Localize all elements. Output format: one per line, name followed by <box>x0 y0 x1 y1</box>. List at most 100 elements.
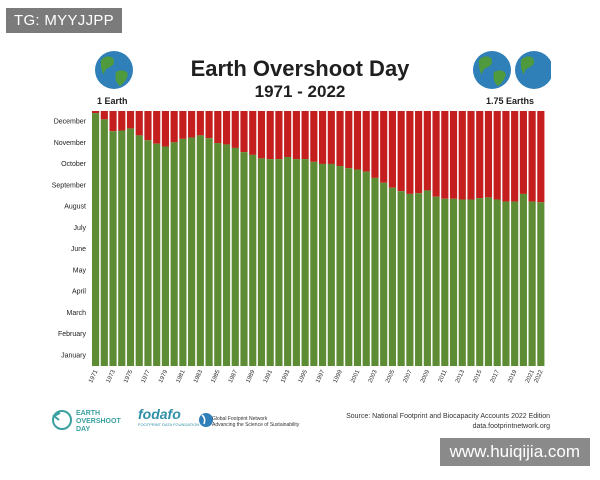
bar-red-1974 <box>118 111 126 131</box>
x-tick-label: 1989 <box>245 369 256 384</box>
bar-green-2006 <box>397 191 405 366</box>
bar-red-2001 <box>353 111 362 170</box>
bar-green-1990 <box>257 158 266 366</box>
bar-green-1996 <box>310 161 318 366</box>
y-tick-label: August <box>64 204 86 211</box>
bar-green-1999 <box>336 166 344 366</box>
bar-green-1997 <box>319 163 327 366</box>
bar-green-1984 <box>205 138 213 366</box>
bar-green-2012 <box>449 198 458 366</box>
y-tick-label: July <box>74 225 87 232</box>
bar-red-1989 <box>249 111 257 155</box>
bar-red-1972 <box>100 111 108 120</box>
bar-green-1978 <box>153 143 161 366</box>
x-tick-label: 2009 <box>420 369 431 384</box>
bar-green-1985 <box>214 143 222 366</box>
bar-green-1972 <box>100 119 108 366</box>
globe-icon <box>95 51 133 89</box>
bar-red-2017 <box>493 111 501 200</box>
bar-green-1977 <box>144 140 152 366</box>
bar-red-2015 <box>476 111 484 199</box>
bar-red-1973 <box>109 111 117 132</box>
bar-red-2005 <box>388 111 397 188</box>
bar-red-1998 <box>327 111 335 164</box>
globe-right-label: 1.75 Earths <box>486 96 535 106</box>
bar-green-2015 <box>476 198 484 366</box>
x-tick-label: 1987 <box>228 369 239 384</box>
bar-red-1992 <box>275 111 283 160</box>
earth-overshoot-day-logo-icon <box>52 410 72 430</box>
x-tick-label: 1993 <box>280 369 291 384</box>
gfn-logo-text: Global Footprint Network Advancing the S… <box>212 416 300 428</box>
global-footprint-network-logo-icon <box>199 413 213 427</box>
bar-red-2009 <box>423 111 431 191</box>
fodafo-subtitle: FOOTPRINT DATA FOUNDATION <box>138 422 200 427</box>
bar-green-2009 <box>423 190 431 366</box>
bar-green-1987 <box>231 147 239 366</box>
bar-red-1994 <box>292 111 300 160</box>
bar-red-1977 <box>144 111 152 141</box>
x-tick-label: 1995 <box>298 369 309 384</box>
x-tick-label: 1971 <box>88 369 99 384</box>
chart-subtitle: 1971 - 2022 <box>254 82 346 101</box>
bar-red-1997 <box>319 111 327 164</box>
watermark-bottom-right: www.huiqijia.com <box>439 438 590 466</box>
x-tick-label: 1997 <box>315 369 326 384</box>
bar-green-1981 <box>179 138 187 366</box>
x-tick-label: 1999 <box>333 369 344 384</box>
x-tick-label: 1975 <box>123 369 134 384</box>
bar-red-1984 <box>205 111 213 139</box>
x-tick-label: 2017 <box>490 369 501 384</box>
bar-red-1986 <box>222 111 231 145</box>
x-tick-label: 2021 <box>525 369 536 384</box>
y-tick-label: November <box>54 140 87 147</box>
bar-red-2013 <box>458 111 466 200</box>
bar-green-2000 <box>345 168 353 366</box>
bar-green-2003 <box>371 177 379 366</box>
bar-green-2013 <box>458 199 466 366</box>
x-tick-label: 1983 <box>193 369 204 384</box>
bar-red-2011 <box>441 111 449 199</box>
bar-green-2011 <box>441 198 449 366</box>
bar-green-1982 <box>188 137 196 366</box>
bar-red-2006 <box>397 111 405 192</box>
bar-green-1976 <box>135 135 143 366</box>
x-tick-label: 2005 <box>385 369 396 384</box>
bar-green-2002 <box>362 171 370 366</box>
bar-red-2004 <box>380 111 388 183</box>
x-tick-label: 2013 <box>455 369 466 384</box>
globe-icon <box>473 51 511 89</box>
bar-green-2014 <box>467 199 475 366</box>
bar-green-2005 <box>388 187 397 366</box>
bar-green-1971 <box>92 113 100 366</box>
x-tick-label: 2011 <box>438 369 449 384</box>
bar-red-1999 <box>336 111 344 167</box>
bar-green-2019 <box>511 201 519 366</box>
bar-red-1996 <box>310 111 318 162</box>
bar-red-2014 <box>467 111 475 200</box>
bar-red-1982 <box>188 111 196 138</box>
y-tick-label: May <box>73 267 87 274</box>
x-tick-label: 1979 <box>158 369 169 384</box>
bar-green-2020 <box>519 193 527 366</box>
x-tick-label: 2007 <box>403 369 414 384</box>
bar-green-1986 <box>222 144 231 366</box>
bar-green-2018 <box>502 201 510 366</box>
bar-green-1991 <box>266 159 274 366</box>
x-tick-label: 1981 <box>176 369 187 384</box>
bar-red-2010 <box>432 111 440 197</box>
bar-red-1980 <box>170 111 178 143</box>
bar-red-2022 <box>537 111 545 203</box>
bar-green-2010 <box>432 196 440 366</box>
bar-green-1975 <box>126 128 135 366</box>
bar-red-2019 <box>511 111 519 202</box>
bar-green-1980 <box>170 142 178 366</box>
y-tick-label: January <box>61 352 86 359</box>
globe-left-label: 1 Earth <box>97 96 128 106</box>
x-tick-label: 1977 <box>141 369 152 384</box>
bar-green-1993 <box>284 156 292 366</box>
bar-red-2002 <box>362 111 370 172</box>
bar-red-1979 <box>161 111 170 147</box>
x-tick-label: 2022 <box>534 369 545 384</box>
